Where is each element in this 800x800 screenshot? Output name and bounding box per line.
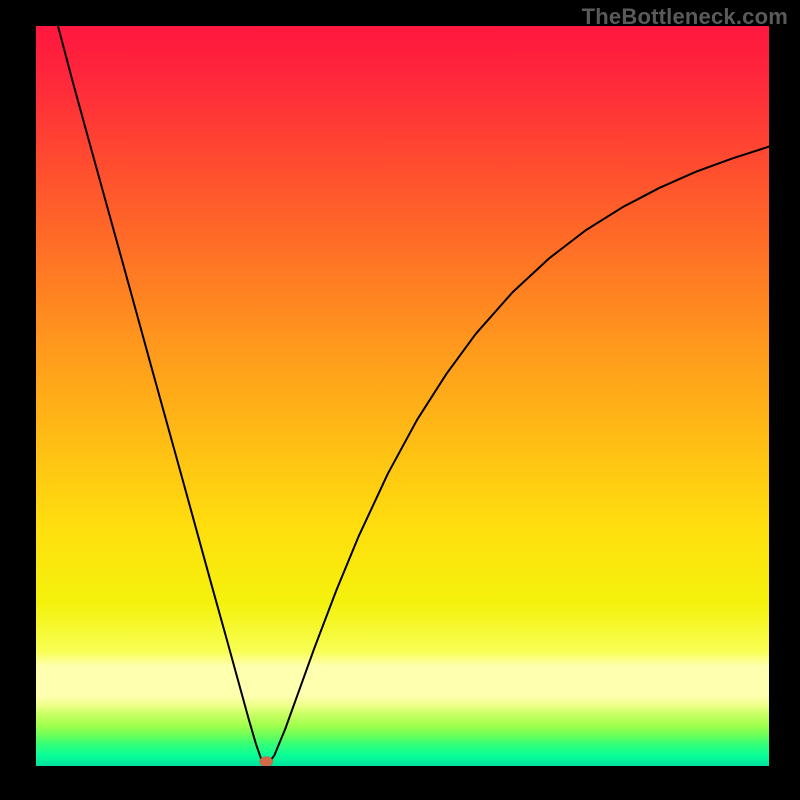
gradient-background: [36, 26, 769, 766]
plot-svg: [36, 26, 769, 766]
plot-area: [36, 26, 769, 766]
optimal-point-marker: [260, 756, 273, 766]
chart-frame: TheBottleneck.com: [0, 0, 800, 800]
